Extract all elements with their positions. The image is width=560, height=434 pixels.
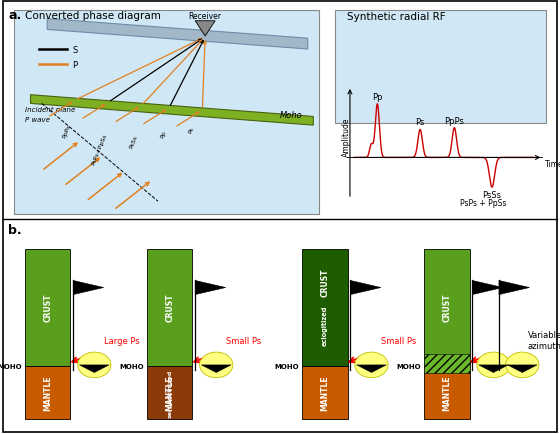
Ellipse shape (506, 352, 539, 378)
Text: Synthetic radial RF: Synthetic radial RF (347, 12, 445, 22)
Text: Receiver: Receiver (189, 12, 222, 20)
Text: CRUST: CRUST (43, 293, 52, 322)
Text: Small Ps: Small Ps (381, 336, 416, 345)
Text: Ps: Ps (188, 126, 195, 134)
Polygon shape (73, 281, 104, 295)
Polygon shape (351, 281, 381, 295)
Text: a.: a. (8, 9, 22, 22)
Bar (25, 366, 71, 419)
Polygon shape (80, 365, 109, 373)
Polygon shape (507, 365, 537, 373)
Text: Large Ps: Large Ps (104, 336, 139, 345)
Text: S: S (72, 46, 77, 54)
Bar (25, 249, 71, 366)
Text: Converted phase diagram: Converted phase diagram (25, 11, 161, 21)
Polygon shape (499, 281, 530, 295)
Text: MOHO: MOHO (275, 363, 300, 369)
Text: PsPs + PpSs: PsPs + PpSs (460, 198, 507, 207)
Polygon shape (201, 365, 231, 373)
Ellipse shape (477, 352, 510, 378)
Text: Variable
azimuth: Variable azimuth (528, 331, 560, 350)
Text: Small Ps: Small Ps (226, 336, 261, 345)
Text: Pp: Pp (160, 130, 167, 139)
Ellipse shape (355, 352, 388, 378)
Text: PpPs: PpPs (445, 116, 464, 125)
FancyBboxPatch shape (335, 11, 546, 124)
Text: MOHO: MOHO (119, 363, 144, 369)
Text: CRUST: CRUST (320, 267, 329, 296)
Text: Incident plane: Incident plane (25, 106, 75, 112)
Text: Amplitude: Amplitude (342, 118, 351, 157)
Bar (147, 366, 193, 419)
Text: MANTLE: MANTLE (442, 375, 451, 410)
Text: PsSs: PsSs (483, 190, 502, 199)
Text: serpentinized: serpentinized (167, 368, 172, 417)
Text: P wave: P wave (25, 117, 50, 123)
Text: CRUST: CRUST (165, 293, 174, 322)
Bar (302, 366, 348, 419)
Bar (424, 249, 470, 366)
Polygon shape (195, 22, 215, 37)
Text: Time: Time (545, 159, 560, 168)
Bar (424, 366, 470, 419)
Polygon shape (473, 281, 503, 295)
Text: Pp: Pp (372, 93, 382, 102)
Text: PpPs: PpPs (62, 124, 72, 139)
Bar (424, 355, 470, 374)
Text: MOHO: MOHO (0, 363, 22, 369)
Text: eclogitized: eclogitized (322, 305, 328, 345)
Ellipse shape (199, 352, 233, 378)
Ellipse shape (78, 352, 111, 378)
Text: PsSs: PsSs (128, 135, 138, 149)
Text: Moho: Moho (280, 111, 303, 119)
Text: P: P (72, 61, 77, 69)
Text: b.: b. (8, 224, 22, 237)
Polygon shape (47, 20, 308, 50)
Text: Ps: Ps (416, 118, 425, 127)
Text: MANTLE: MANTLE (43, 375, 52, 410)
Text: MOHO: MOHO (396, 363, 421, 369)
Text: MANTLE: MANTLE (320, 375, 329, 410)
Polygon shape (478, 365, 508, 373)
Text: CRUST: CRUST (442, 293, 451, 322)
Text: MANTLE: MANTLE (165, 375, 174, 410)
Bar (147, 249, 193, 366)
Polygon shape (357, 365, 386, 373)
Polygon shape (31, 95, 313, 126)
Polygon shape (195, 281, 226, 295)
Text: PsPs+PpSs: PsPs+PpSs (91, 132, 109, 165)
FancyBboxPatch shape (14, 11, 319, 215)
Bar (302, 249, 348, 366)
